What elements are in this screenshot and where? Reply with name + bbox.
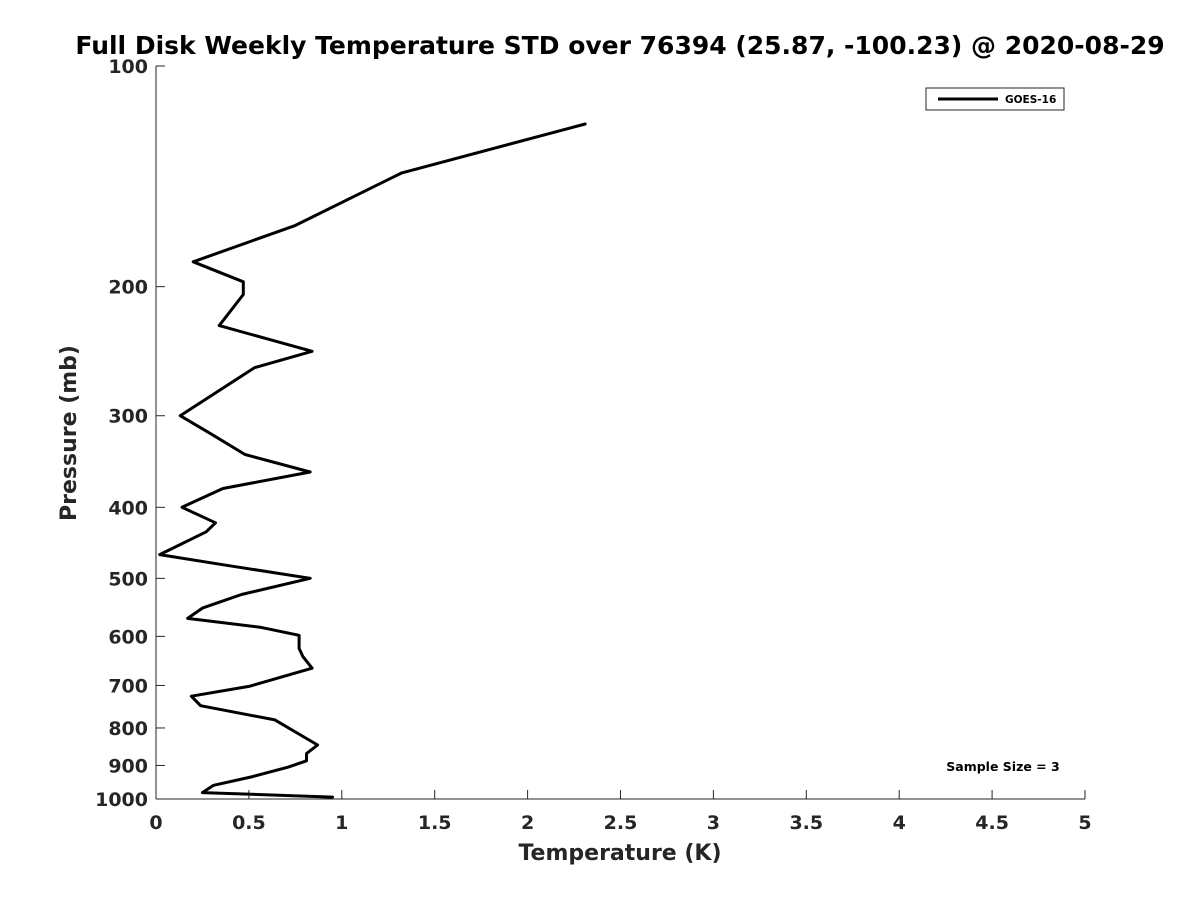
y-tick-label: 800 [108,718,148,740]
y-tick-label: 200 [108,277,148,299]
y-tick-label: 900 [108,755,148,777]
y-axis-label: Pressure (mb) [57,345,82,521]
x-tick-label: 2 [521,812,534,834]
legend-label: GOES-16 [1005,94,1056,106]
y-tick-label: 500 [108,568,148,590]
y-tick-label: 600 [108,626,148,648]
x-tick-label: 1.5 [418,812,452,834]
legend: GOES-16 [925,87,1065,111]
sample-size-annotation: Sample Size = 3 [946,759,1059,774]
y-tick-label: 1000 [95,789,148,811]
series-line-goes-16 [158,122,587,799]
x-tick-label: 4 [893,812,906,834]
x-tick-label: 0 [149,812,162,834]
x-axis-label: Temperature (K) [518,841,721,866]
x-tick-label: 0.5 [232,812,266,834]
x-tick-label: 1 [335,812,348,834]
x-tick-label: 3 [707,812,720,834]
plot-lines [158,122,587,799]
axes: 0 0.5 1 1.5 2 2.5 3 3.5 4 4.5 5 100 200 300 400 500 600 7… [95,56,1092,834]
y-tick-label: 100 [108,56,148,78]
y-tick-label: 700 [108,675,148,697]
x-tick-label: 5 [1078,812,1091,834]
chart-title: Full Disk Weekly Temperature STD over 76… [75,31,1164,60]
x-tick-label: 3.5 [789,812,823,834]
y-tick-label: 400 [108,497,148,519]
y-tick-label: 300 [108,406,148,428]
x-tick-label: 2.5 [604,812,638,834]
x-tick-label: 4.5 [975,812,1009,834]
